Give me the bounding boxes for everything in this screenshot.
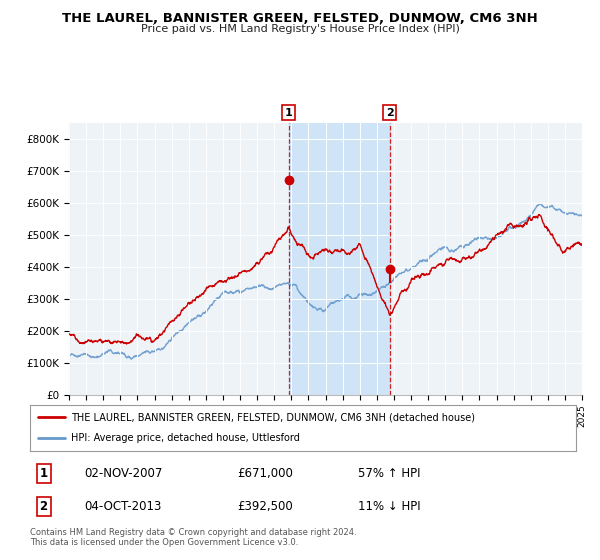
Text: 1: 1 <box>40 467 48 480</box>
Text: 11% ↓ HPI: 11% ↓ HPI <box>358 500 420 513</box>
Text: £671,000: £671,000 <box>238 467 293 480</box>
Text: 57% ↑ HPI: 57% ↑ HPI <box>358 467 420 480</box>
Text: Contains HM Land Registry data © Crown copyright and database right 2024.
This d: Contains HM Land Registry data © Crown c… <box>30 528 356 547</box>
Text: 1: 1 <box>284 108 292 118</box>
Bar <box>289 123 389 395</box>
Text: 2: 2 <box>386 108 394 118</box>
Text: 02-NOV-2007: 02-NOV-2007 <box>85 467 163 480</box>
Text: THE LAUREL, BANNISTER GREEN, FELSTED, DUNMOW, CM6 3NH (detached house): THE LAUREL, BANNISTER GREEN, FELSTED, DU… <box>71 412 475 422</box>
Text: 04-OCT-2013: 04-OCT-2013 <box>85 500 162 513</box>
Text: 2: 2 <box>40 500 48 513</box>
Text: THE LAUREL, BANNISTER GREEN, FELSTED, DUNMOW, CM6 3NH: THE LAUREL, BANNISTER GREEN, FELSTED, DU… <box>62 12 538 25</box>
Text: £392,500: £392,500 <box>238 500 293 513</box>
Text: HPI: Average price, detached house, Uttlesford: HPI: Average price, detached house, Uttl… <box>71 433 300 444</box>
Text: Price paid vs. HM Land Registry's House Price Index (HPI): Price paid vs. HM Land Registry's House … <box>140 24 460 34</box>
